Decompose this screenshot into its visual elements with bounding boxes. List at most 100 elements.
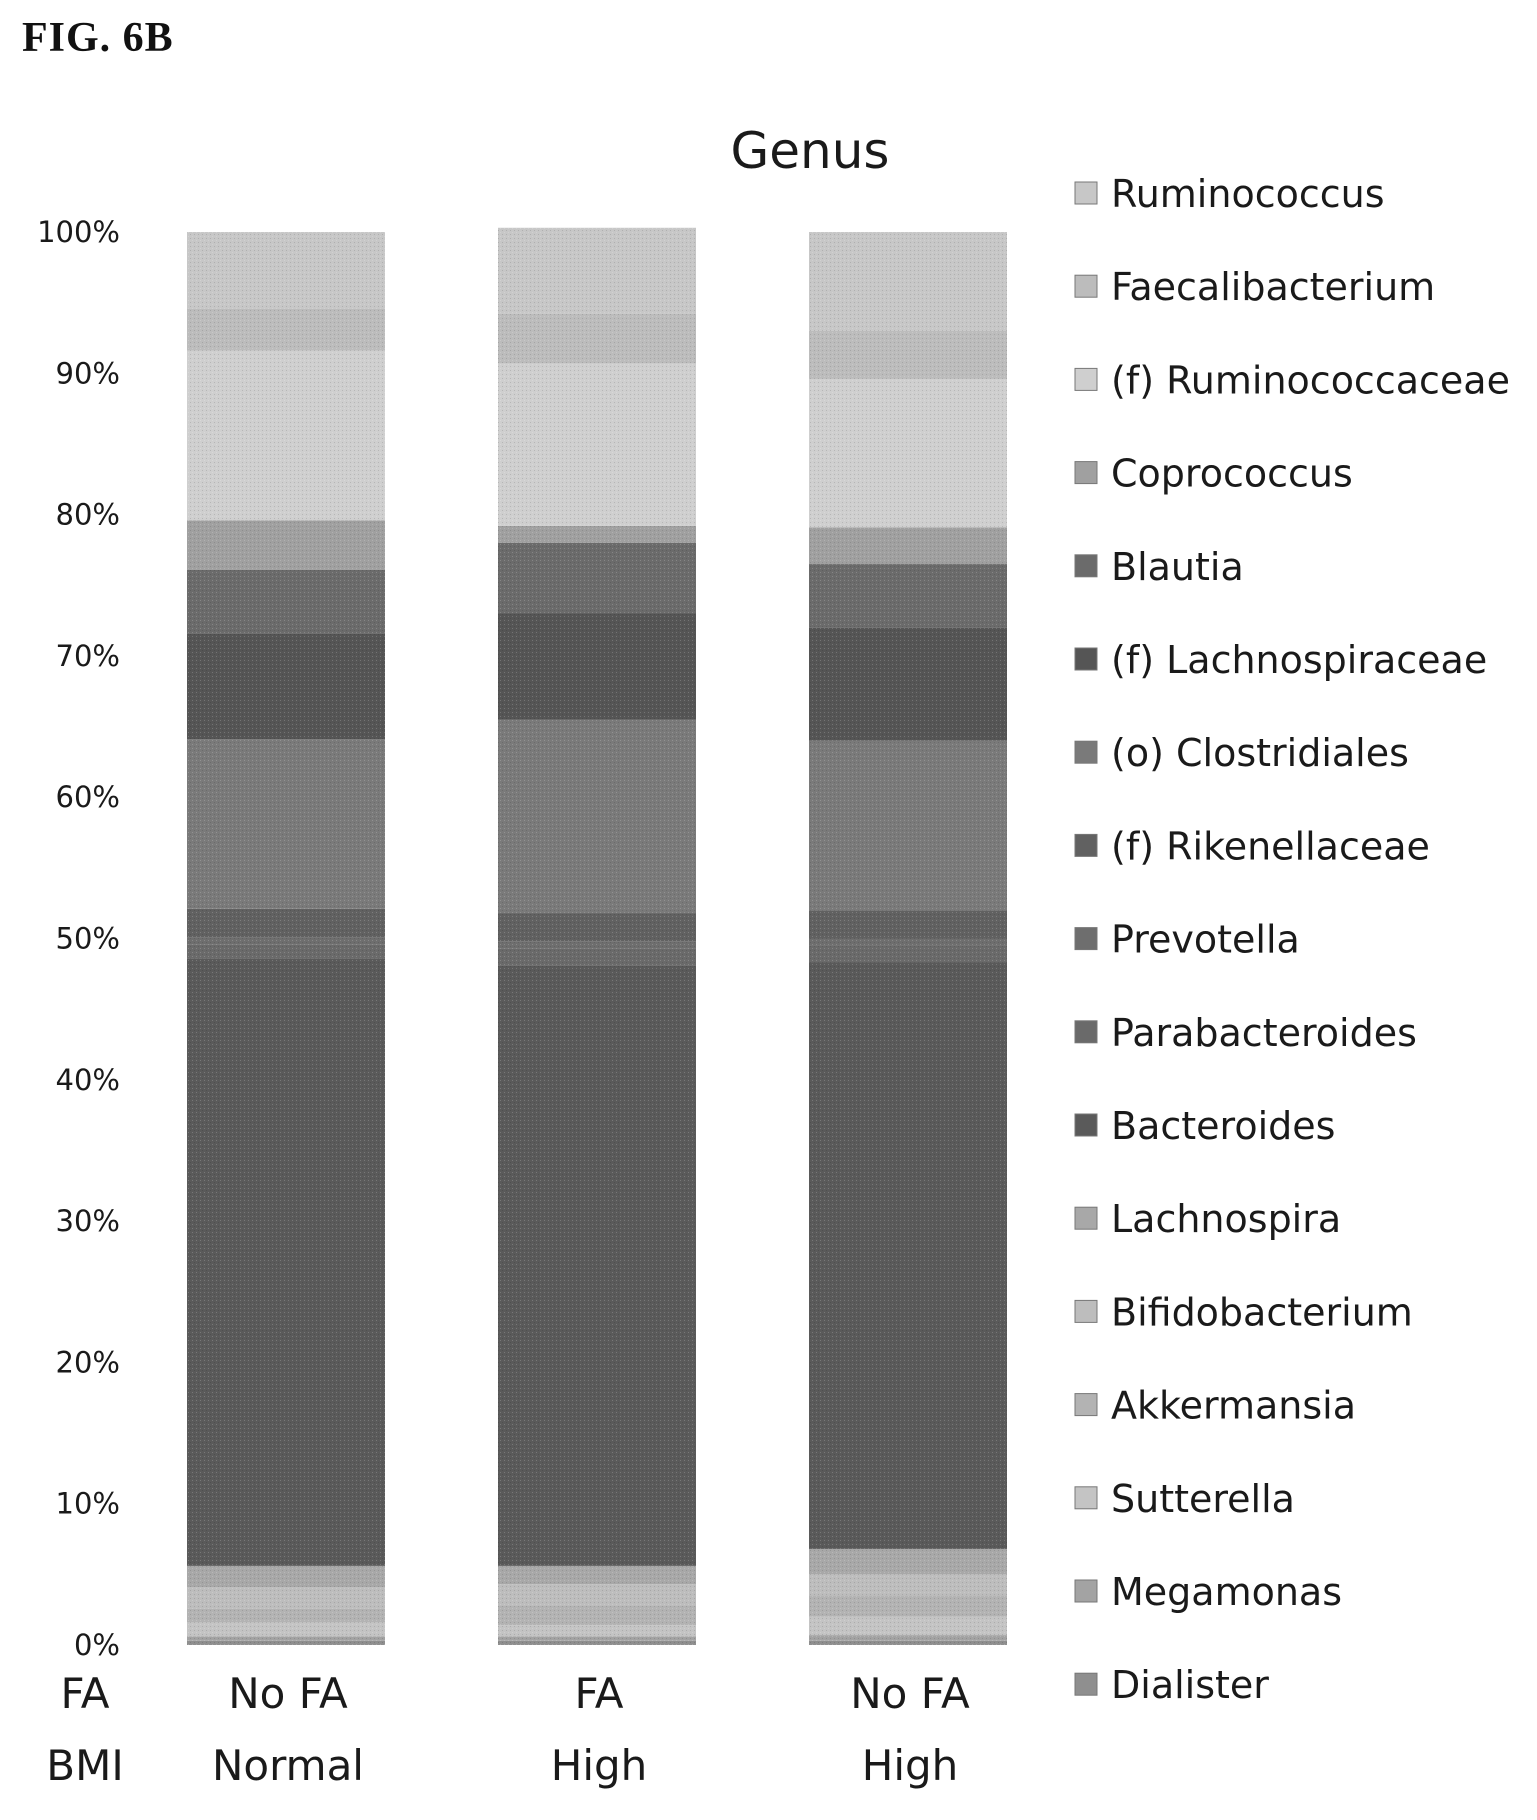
legend-entry: Faecalibacterium — [1111, 265, 1435, 309]
bar-segment-texture — [187, 1587, 385, 1609]
y-tick-label: 100% — [37, 215, 120, 249]
bar-segment-texture — [809, 945, 1007, 963]
bar-segment-texture — [498, 965, 696, 1566]
legend-swatch — [1074, 274, 1098, 298]
legend-swatch — [1074, 1393, 1098, 1417]
bar-segment-texture — [498, 525, 696, 543]
legend-swatch — [1074, 833, 1098, 857]
bar-segment-texture — [498, 948, 696, 966]
legend-swatch — [1074, 1299, 1098, 1323]
bars-group — [187, 227, 1007, 1645]
bar-segment-texture — [498, 719, 696, 914]
category-label: No FA — [850, 1669, 970, 1718]
bar-segment-texture — [187, 308, 385, 351]
bar-segment-texture — [809, 627, 1007, 741]
y-axis: 0% 10% 20% 30% 40% 50% 60% 70% 80% 90% 100% — [37, 215, 120, 1662]
bar-segment-texture — [809, 1640, 1007, 1645]
bar-segment-texture — [498, 1640, 696, 1645]
legend-swatch — [1074, 461, 1098, 485]
legend-swatch — [1074, 1113, 1098, 1137]
legend-swatch — [1074, 740, 1098, 764]
category-labels: FA BMI No FA Normal FA High No FA High — [46, 1669, 970, 1790]
legend-swatch — [1074, 1486, 1098, 1510]
y-tick-label: 90% — [56, 356, 120, 390]
bar-segment-texture — [187, 1640, 385, 1645]
bar-segment-texture — [498, 1565, 696, 1585]
bar-segment-texture — [809, 232, 1007, 331]
category-label: FA — [574, 1669, 623, 1718]
bar-segment-texture — [809, 564, 1007, 628]
bar-segment-texture — [187, 1608, 385, 1623]
legend-swatch — [1074, 367, 1098, 391]
legend-swatch — [1074, 181, 1098, 205]
legend-entry: Sutterella — [1111, 1477, 1295, 1521]
y-tick-label: 20% — [56, 1345, 120, 1379]
legend-entry: (o) Clostridiales — [1111, 731, 1409, 775]
bar-segment-texture — [187, 958, 385, 1566]
row-label: FA — [60, 1669, 109, 1718]
bar-segment-texture — [809, 1574, 1007, 1596]
bar-segment-texture — [187, 908, 385, 938]
legend-swatch — [1074, 554, 1098, 578]
legend-entry: (f) Lachnospiraceae — [1111, 638, 1487, 682]
bar-segment-texture — [809, 527, 1007, 565]
bar-segment-texture — [498, 613, 696, 720]
legend-entry: Akkermansia — [1111, 1384, 1356, 1428]
legend-entry: Ruminococcus — [1111, 172, 1385, 216]
legend-entry: Dialister — [1111, 1663, 1269, 1707]
y-tick-label: 0% — [74, 1628, 120, 1662]
bar-segment-texture — [187, 937, 385, 945]
legend-entry: (f) Rikenellaceae — [1111, 824, 1430, 868]
category-label: No FA — [228, 1669, 348, 1718]
bar-segment-texture — [809, 962, 1007, 1549]
y-tick-label: 50% — [56, 922, 120, 956]
bar-stack — [187, 232, 385, 1645]
bar-segment-texture — [498, 227, 696, 314]
bar-segment-texture — [498, 1584, 696, 1606]
bar-segment-texture — [809, 910, 1007, 939]
bar-segment-texture — [498, 363, 696, 526]
bar-segment-texture — [498, 941, 696, 949]
bar-segment-texture — [187, 569, 385, 634]
legend-entry: Bacteroides — [1111, 1104, 1335, 1148]
bar-segment-texture — [809, 330, 1007, 379]
bar-segment-texture — [187, 944, 385, 959]
legend-swatch — [1074, 647, 1098, 671]
legend-entry: (f) Ruminococcaceae — [1111, 358, 1510, 402]
y-tick-label: 40% — [56, 1063, 120, 1097]
y-tick-label: 60% — [56, 780, 120, 814]
legend-entry: Megamonas — [1111, 1570, 1342, 1614]
category-label: Normal — [212, 1741, 364, 1790]
category-label: High — [862, 1741, 959, 1790]
bar-segment-texture — [187, 1565, 385, 1588]
bar-segment-texture — [498, 1636, 696, 1641]
figure-label: FIG. 6B — [22, 15, 174, 61]
bar-segment-texture — [187, 232, 385, 309]
y-tick-label: 80% — [56, 498, 120, 532]
legend-swatch — [1074, 1672, 1098, 1696]
chart-title: Genus — [731, 122, 890, 180]
category-label: High — [551, 1741, 648, 1790]
legend-entry: Parabacteroides — [1111, 1011, 1417, 1055]
legend-swatch — [1074, 1206, 1098, 1230]
legend-swatch — [1074, 1579, 1098, 1603]
bar-segment-texture — [809, 378, 1007, 528]
bar-segment-texture — [809, 1616, 1007, 1636]
bar-stack — [498, 227, 696, 1645]
legend-entry: Prevotella — [1111, 918, 1300, 962]
bar-segment-texture — [809, 740, 1007, 911]
row-label: BMI — [46, 1741, 123, 1790]
legend-entry: Blautia — [1111, 545, 1244, 589]
bar-segment-texture — [498, 1625, 696, 1637]
bar-stack — [809, 232, 1007, 1645]
y-tick-label: 10% — [56, 1487, 120, 1521]
bar-segment-texture — [498, 1605, 696, 1626]
bar-segment-texture — [809, 1595, 1007, 1617]
legend-entry: Coprococcus — [1111, 452, 1353, 496]
bar-segment-texture — [187, 1636, 385, 1641]
legend-entry: Lachnospira — [1111, 1197, 1341, 1241]
bar-segment-texture — [498, 313, 696, 364]
y-tick-label: 70% — [56, 639, 120, 673]
bar-segment-texture — [187, 633, 385, 740]
bar-segment-texture — [498, 542, 696, 614]
